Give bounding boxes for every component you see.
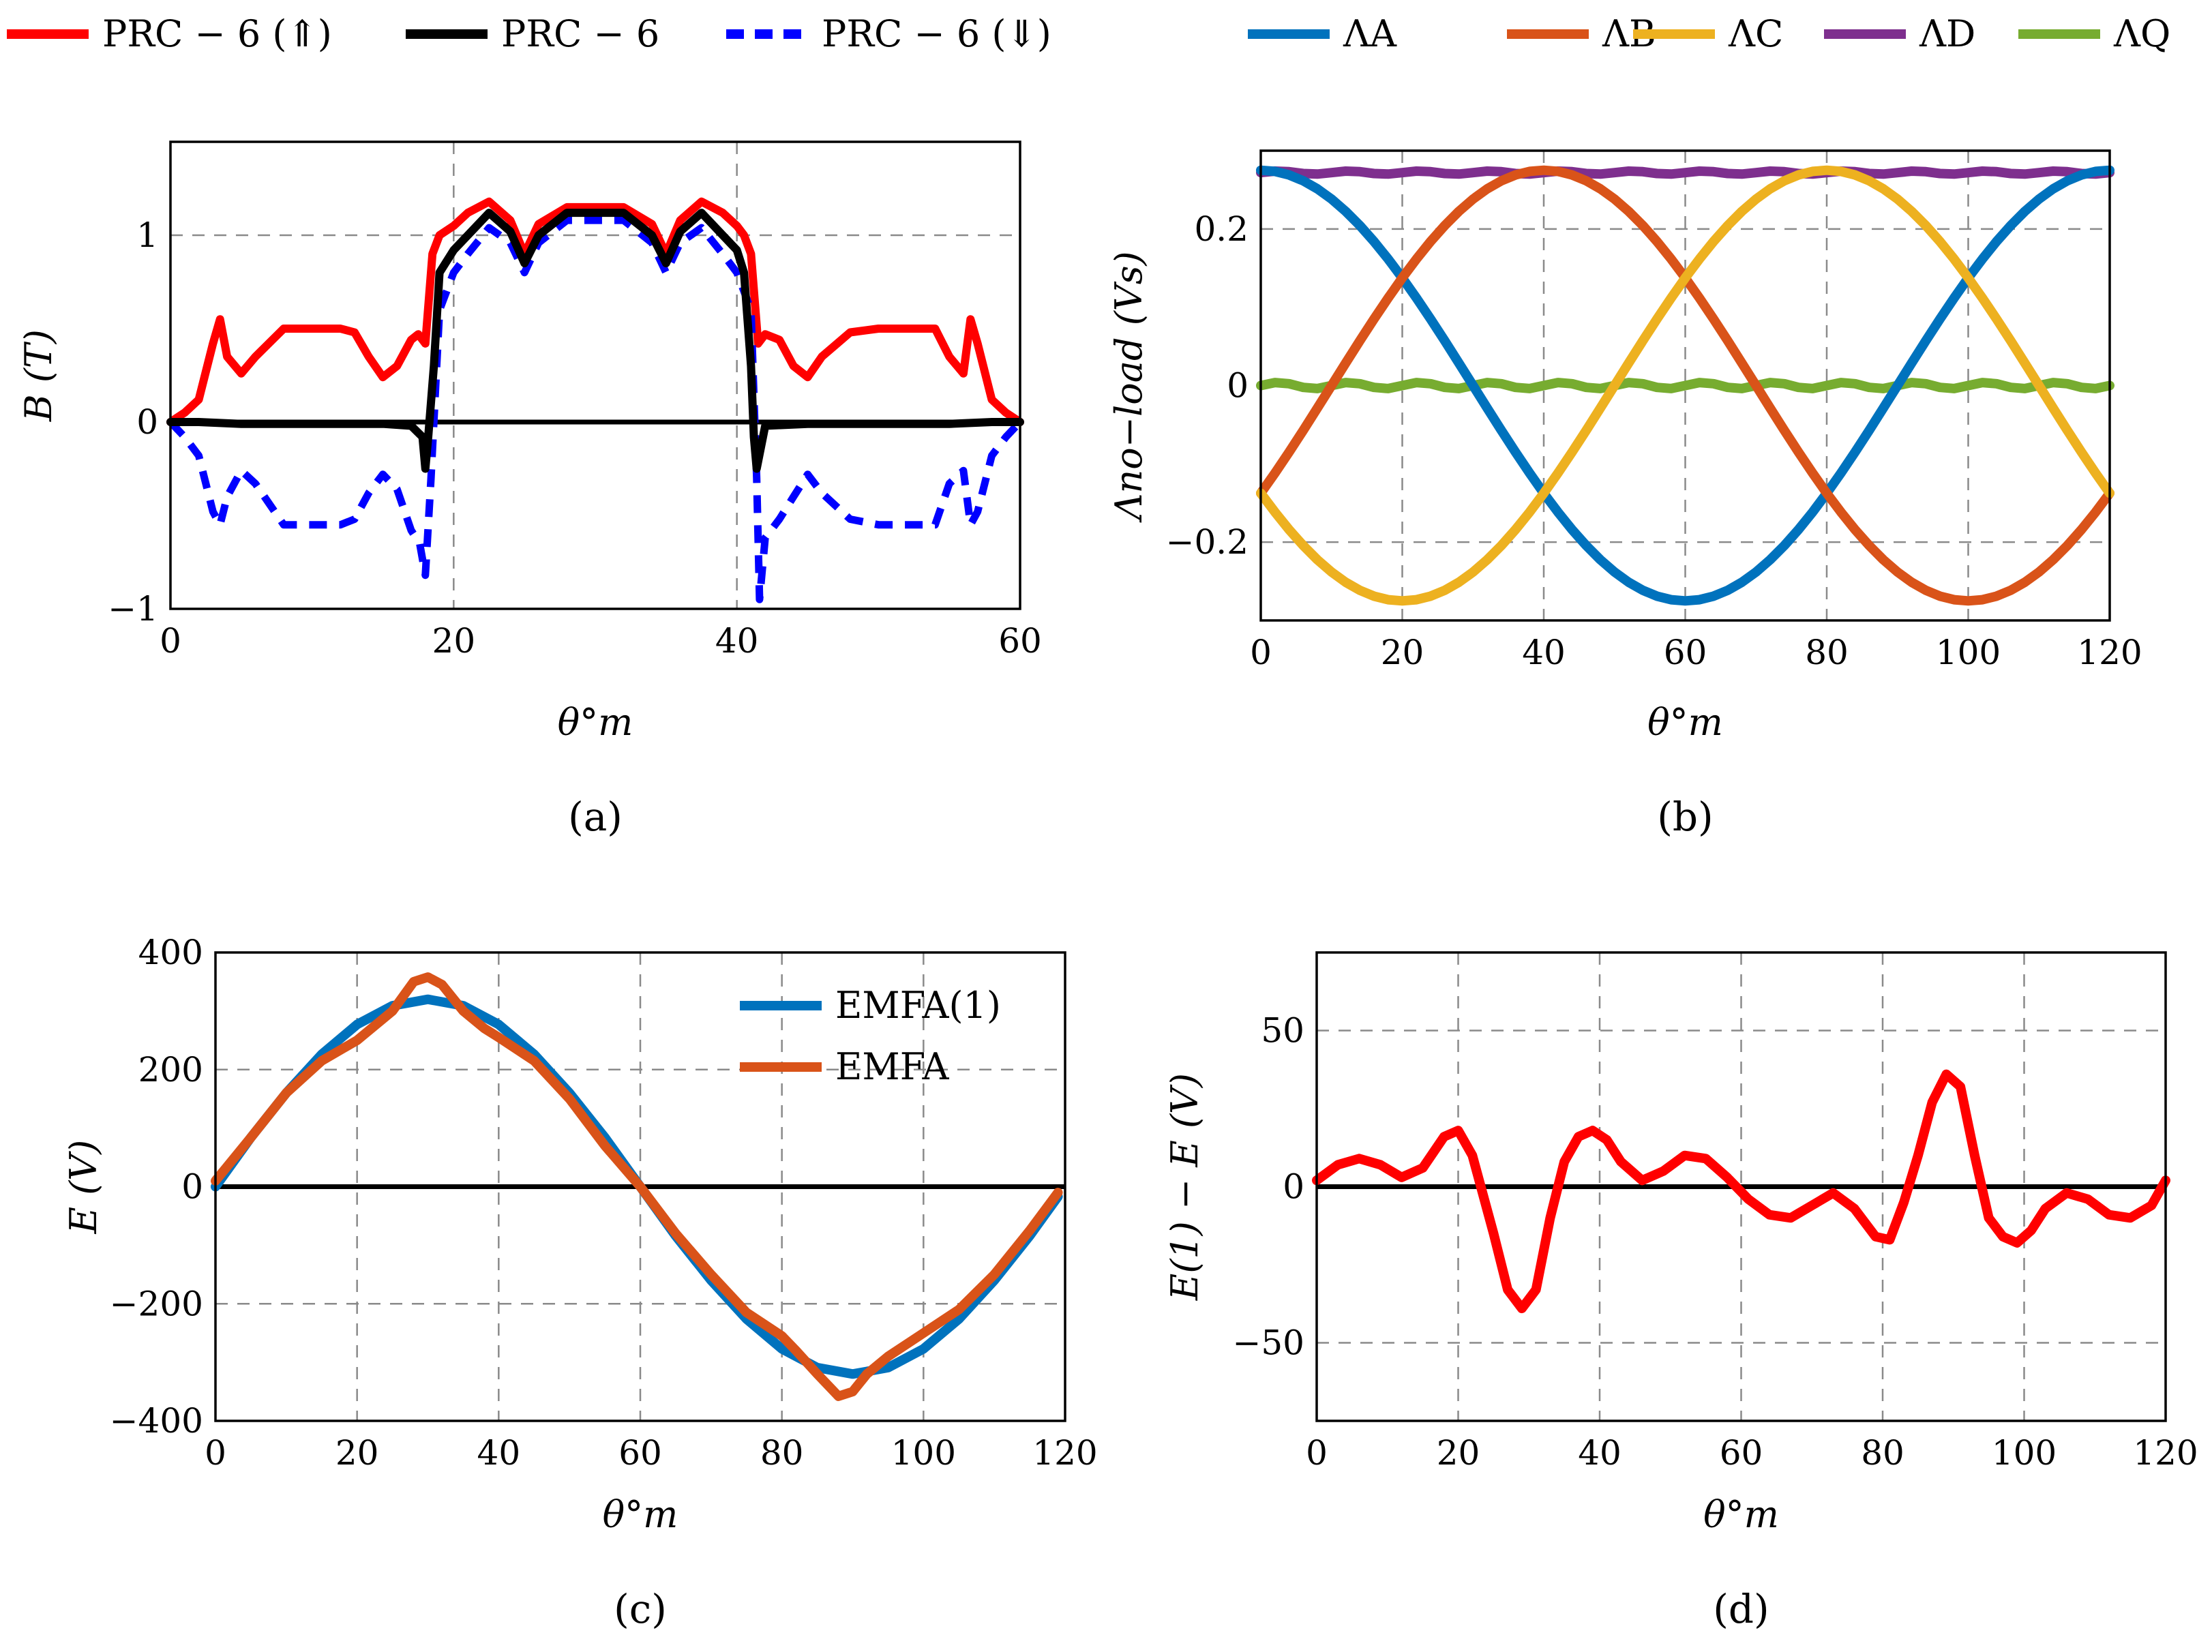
x-tick-label: 60	[1720, 1433, 1763, 1473]
y-tick-label: −0.2	[1166, 522, 1249, 562]
series-line-curve	[1312, 1069, 2170, 1314]
series-line-q	[1256, 378, 2114, 393]
x-tick-label: 60	[998, 621, 1042, 661]
plot-frame	[1259, 149, 2111, 622]
x-tick-label: 40	[715, 621, 759, 661]
panel-caption: (b)	[1657, 794, 1713, 840]
y-tick-label: 1	[136, 215, 158, 255]
panel-b: 0 20 40 60 80 100 120 0.2 0 −0.2 θ°m Λno−load (Vs) (…	[1107, 12, 2170, 840]
x-axis-label: θ°m	[1703, 1493, 1779, 1536]
panel-caption: (d)	[1713, 1586, 1769, 1632]
series-line-prc-6	[166, 209, 1024, 473]
x-tick-label: 80	[1805, 633, 1849, 672]
panel-d: 0 20 40 60 80 100 120 50 0 −50 θ°m E(1) − E (V) (d)	[1163, 951, 2198, 1632]
plot-frame	[1315, 951, 2167, 1422]
y-tick-label: 400	[138, 933, 203, 972]
y-tick-label: 0	[1227, 366, 1249, 406]
x-tick-label: 40	[1578, 1433, 1621, 1473]
x-axis-label: θ°m	[1647, 701, 1723, 744]
x-tick-label: 0	[1250, 633, 1272, 672]
x-tick-label: 0	[160, 621, 181, 661]
series-line-d	[1256, 166, 2114, 179]
x-tick-label: 40	[477, 1433, 521, 1473]
x-tick-label: 120	[2077, 633, 2142, 672]
x-tick-label: 20	[432, 621, 476, 661]
y-tick-label: −1	[108, 589, 158, 629]
series-line-c	[1256, 165, 2114, 606]
series-line-prc-6	[168, 216, 1023, 603]
x-tick-label: 120	[2133, 1433, 2198, 1473]
y-tick-label: 0	[136, 402, 158, 442]
x-tick-label: 20	[1381, 633, 1424, 672]
legend-item-lambda-q: ΛQ	[2113, 12, 2170, 55]
x-tick-label: 100	[891, 1433, 956, 1473]
y-axis-label: Λno−load (Vs)	[1107, 251, 1150, 523]
y-tick-label: 50	[1261, 1011, 1304, 1051]
panel-c: 0 20 40 60 80 100 120 400 200 0 −200 −400 θ°m E (V) (c…	[62, 933, 1098, 1632]
y-tick-label: −400	[110, 1401, 203, 1441]
x-tick-label: 60	[1664, 633, 1707, 672]
plot-frame	[169, 140, 1021, 610]
legend-item-emf-a: EMFA	[835, 1045, 949, 1088]
y-tick-label: 200	[138, 1050, 203, 1090]
x-tick-label: 0	[205, 1433, 226, 1473]
legend-item-prc6-up: PRC − 6 (⇑)	[102, 12, 332, 55]
legend-item-lambda-c: ΛC	[1728, 12, 1783, 55]
y-tick-label: −50	[1232, 1323, 1304, 1363]
y-tick-label: 0.2	[1194, 209, 1249, 249]
x-tick-label: 120	[1032, 1433, 1097, 1473]
x-tick-label: 40	[1522, 633, 1566, 672]
y-tick-label: 0	[181, 1167, 203, 1207]
x-axis-label: θ°m	[558, 701, 633, 744]
x-tick-label: 100	[1936, 633, 2001, 672]
legend-item-emf-a1: EMFA(1)	[835, 984, 1001, 1027]
x-tick-label: 20	[1437, 1433, 1480, 1473]
y-axis-label: B (T)	[17, 329, 60, 422]
series-line-emfa	[211, 972, 1063, 1401]
x-tick-label: 80	[1861, 1433, 1904, 1473]
y-axis-label: E(1) − E (V)	[1163, 1073, 1206, 1301]
series-line-prc-6	[166, 197, 1024, 426]
y-axis-label: E (V)	[62, 1140, 105, 1235]
panel-caption: (a)	[568, 794, 623, 840]
panel-caption: (c)	[614, 1586, 667, 1632]
x-tick-label: 60	[618, 1433, 662, 1473]
x-tick-label: 80	[760, 1433, 804, 1473]
legend-item-lambda-a: ΛA	[1343, 12, 1397, 55]
legend-item-prc6: PRC − 6	[501, 12, 659, 55]
legend-item-prc6-down: PRC − 6 (⇓)	[822, 12, 1051, 55]
x-axis-label: θ°m	[603, 1493, 678, 1536]
x-tick-label: 0	[1306, 1433, 1328, 1473]
x-tick-label: 20	[335, 1433, 379, 1473]
plot-frame	[214, 951, 1066, 1422]
y-tick-label: 0	[1283, 1167, 1304, 1207]
y-tick-label: −200	[110, 1284, 203, 1323]
legend-item-lambda-d: ΛD	[1919, 12, 1975, 55]
x-tick-label: 100	[1992, 1433, 2057, 1473]
